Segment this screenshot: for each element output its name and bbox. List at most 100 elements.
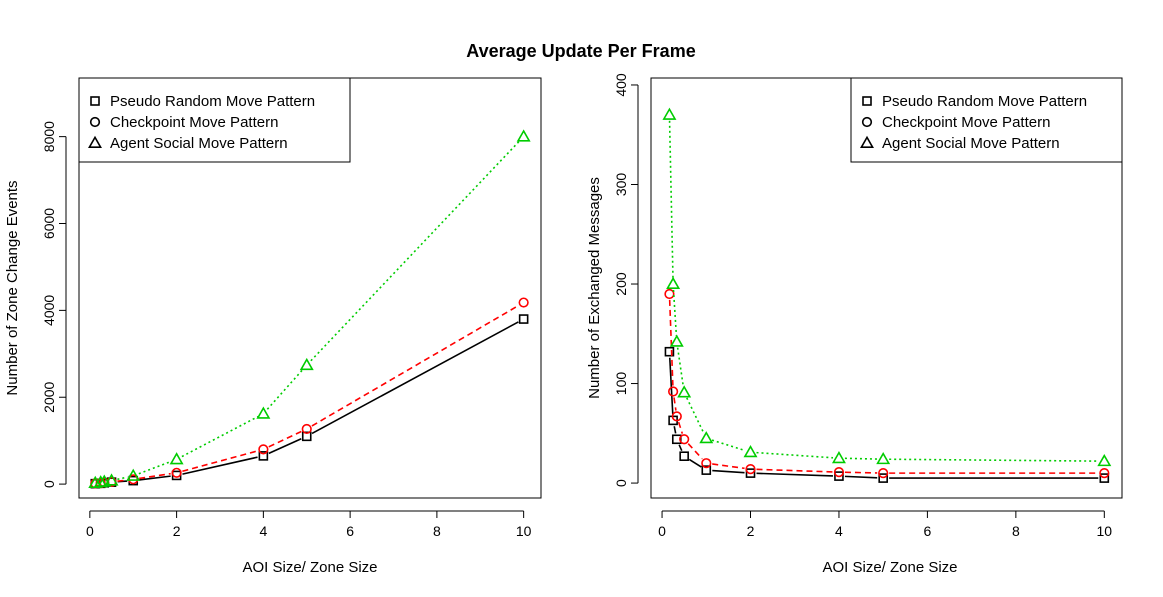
left-legend-box: [78, 77, 351, 163]
right-series-circle: [664, 288, 1110, 479]
right-series-line-segment: [676, 347, 685, 387]
right-series-line-segment: [688, 458, 702, 468]
left-series-line-segment: [182, 450, 258, 473]
right-data-point: [1099, 468, 1110, 479]
right-series-line-segment: [678, 444, 683, 452]
right-y-tick-label: 300: [613, 173, 629, 197]
left-y-tick-label: 6000: [41, 208, 57, 239]
left-series-line-segment: [310, 140, 521, 362]
right-data-point: [834, 471, 844, 481]
right-data-point: [671, 411, 682, 422]
right-series-line-segment: [711, 439, 746, 452]
left-x-tick-label: 6: [346, 523, 354, 539]
left-series-square: [90, 314, 529, 489]
right-series-line-segment: [756, 472, 833, 477]
right-x-tick-label: 8: [1012, 523, 1020, 539]
right-legend-marker-square: [862, 96, 872, 106]
right-series-layer: [662, 107, 1112, 483]
right-series-line-segment: [673, 397, 677, 411]
left-x-tick-label: 10: [516, 523, 532, 539]
right-x-tick-label: 2: [747, 523, 755, 539]
right-data-point: [679, 434, 690, 445]
right-data-point: [664, 346, 675, 357]
left-data-point: [516, 129, 531, 142]
right-data-point: [666, 276, 681, 290]
left-data-point: [299, 357, 314, 371]
left-series-line-segment: [182, 456, 258, 475]
left-series-line-segment: [138, 460, 172, 475]
right-series-line-segment: [712, 469, 745, 474]
right-data-point: [671, 434, 682, 445]
right-data-point: [701, 465, 712, 475]
left-y-axis-label: Number of Zone Change Events: [4, 180, 21, 395]
left-data-point: [171, 467, 182, 478]
right-legend-box: [850, 77, 1123, 163]
right-series-line-segment: [712, 463, 745, 470]
right-data-point: [878, 473, 888, 483]
left-series-line-segment: [268, 438, 302, 455]
right-data-point: [669, 334, 684, 347]
right-x-axis-label: AOI Size/ Zone Size: [822, 559, 957, 576]
left-y-tick-label: 2000: [41, 381, 57, 412]
left-x-tick-label: 4: [259, 523, 267, 539]
right-y-tick-label: 100: [613, 372, 629, 396]
right-x-tick-label: 0: [658, 523, 666, 539]
left-panel: 0 2 4 6 8 10 0 2000 4000 6000 8000 AOI Size/ Zone …: [4, 77, 542, 576]
right-data-point: [745, 464, 756, 475]
left-data-point: [256, 406, 271, 419]
left-data-point: [258, 444, 269, 455]
right-y-tick-label: 200: [613, 272, 629, 296]
right-series-line-segment: [756, 451, 834, 459]
left-data-point: [169, 452, 184, 465]
left-x-axis-label: AOI Size/ Zone Size: [242, 559, 377, 576]
left-legend: Pseudo Random Move Pattern Checkpoint Mo…: [78, 77, 351, 163]
left-data-point: [97, 474, 112, 487]
right-series-line-segment: [844, 457, 878, 460]
left-y-tick-label: 4000: [41, 295, 57, 326]
left-data-point: [301, 423, 312, 435]
left-data-point: [518, 297, 529, 308]
left-series-line-segment: [139, 472, 171, 480]
left-legend-marker-triangle: [88, 135, 102, 148]
left-series-line-segment: [139, 475, 171, 481]
right-series-line-segment: [686, 397, 705, 434]
left-series-line-segment: [311, 321, 519, 435]
right-series-square: [664, 346, 1110, 483]
right-x-tick-label: 6: [924, 523, 932, 539]
right-legend-marker-circle: [861, 116, 873, 128]
left-series-line-segment: [311, 304, 519, 427]
left-series-line-segment: [117, 476, 128, 481]
right-series-line-segment: [668, 299, 674, 386]
right-series-line-segment: [756, 468, 833, 473]
right-data-point: [833, 467, 845, 478]
left-data-point: [258, 451, 269, 461]
right-x-tick-label: 4: [835, 523, 843, 539]
left-series-triangle: [88, 129, 531, 489]
left-data-point: [126, 468, 141, 481]
right-series-line-segment: [677, 421, 684, 434]
left-data-point: [104, 473, 119, 486]
left-series-line-segment: [268, 430, 302, 448]
right-x-tick-label: 10: [1097, 523, 1113, 539]
right-series-line-segment: [672, 289, 678, 336]
left-series-line-segment: [117, 479, 128, 483]
left-data-point: [518, 314, 529, 324]
right-series-line-segment: [889, 458, 1099, 462]
left-series-layer: [88, 129, 531, 489]
left-legend-marker-circle: [89, 116, 101, 128]
right-legend: Pseudo Random Move Pattern Checkpoint Mo…: [850, 77, 1123, 163]
right-data-point: [699, 431, 714, 444]
right-y-axis-label: Number of Exchanged Messages: [586, 177, 603, 399]
right-data-point: [1097, 453, 1112, 467]
right-series-line-segment: [668, 357, 674, 415]
right-data-point: [677, 385, 692, 398]
right-data-point: [1099, 473, 1110, 483]
left-series-line-segment: [266, 369, 304, 410]
right-y-tick-label: 0: [613, 479, 629, 487]
left-y-tick-label: 8000: [41, 121, 57, 152]
right-data-point: [745, 468, 756, 478]
left-legend-item-checkpoint: Checkpoint Move Pattern: [110, 114, 278, 131]
right-data-point: [662, 107, 677, 120]
